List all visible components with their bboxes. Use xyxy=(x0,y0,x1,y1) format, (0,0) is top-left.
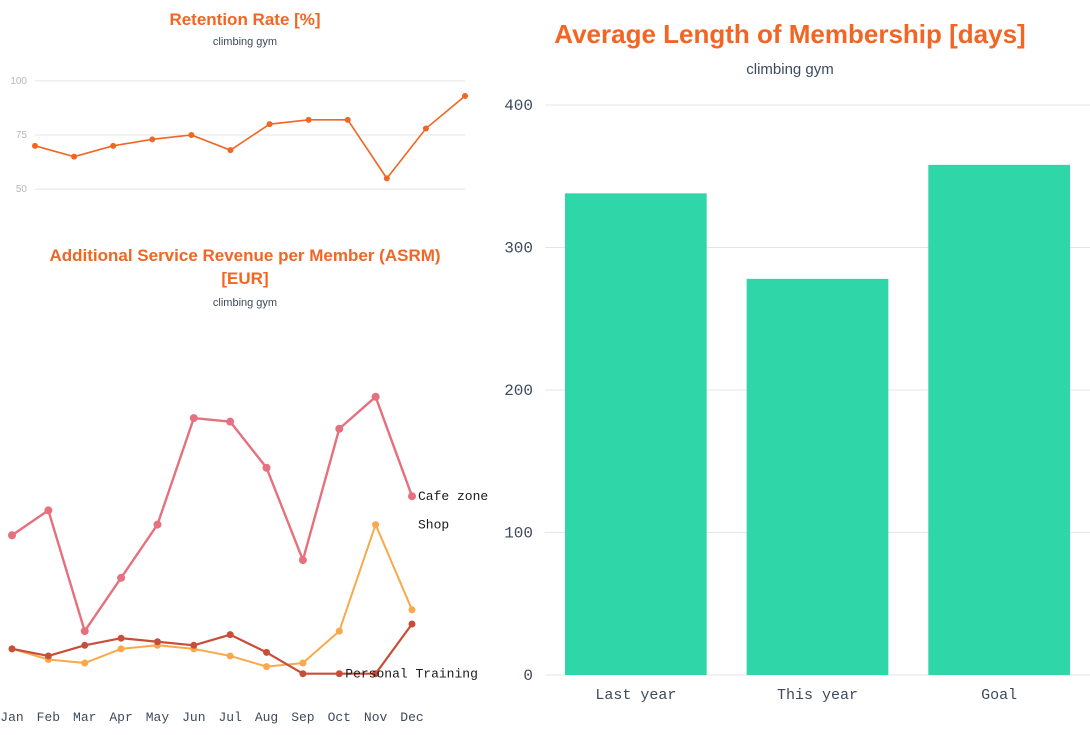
svg-text:Shop: Shop xyxy=(418,518,449,533)
retention-title: Retention Rate [%] xyxy=(0,10,490,30)
svg-text:0: 0 xyxy=(523,667,533,685)
membership-chart: Average Length of Membership [days] clim… xyxy=(490,0,1090,78)
left-column: Retention Rate [%] climbing gym 5075100 … xyxy=(0,0,490,727)
svg-text:Jul: Jul xyxy=(218,710,242,725)
right-column: Average Length of Membership [days] clim… xyxy=(490,0,1090,727)
svg-text:May: May xyxy=(146,710,170,725)
asrm-subtitle: climbing gym xyxy=(0,297,490,309)
svg-text:Sep: Sep xyxy=(291,710,314,725)
svg-text:This year: This year xyxy=(777,687,858,704)
svg-text:100: 100 xyxy=(504,525,533,543)
svg-text:Cafe zone: Cafe zone xyxy=(418,489,488,504)
svg-text:Goal: Goal xyxy=(981,687,1017,704)
retention-subtitle: climbing gym xyxy=(0,36,490,48)
svg-text:Nov: Nov xyxy=(364,710,388,725)
retention-chart: Retention Rate [%] climbing gym 5075100 xyxy=(0,0,490,48)
svg-text:Mar: Mar xyxy=(73,710,96,725)
dashboard-container: Retention Rate [%] climbing gym 5075100 … xyxy=(0,0,1090,727)
svg-text:Apr: Apr xyxy=(109,710,132,725)
svg-text:Personal Training: Personal Training xyxy=(345,667,478,682)
asrm-title: Additional Service Revenue per Member (A… xyxy=(0,245,490,291)
asrm-plot: Jan Feb Mar Apr May Jun Jul Aug Sep Oct Nov Dec Cafe… xyxy=(0,335,490,735)
svg-text:Oct: Oct xyxy=(328,710,351,725)
svg-text:Last year: Last year xyxy=(595,687,676,704)
membership-plot: 0 100 200 300 400 Last year This year Goal xyxy=(490,95,1090,705)
membership-subtitle: climbing gym xyxy=(490,61,1090,78)
svg-text:Aug: Aug xyxy=(255,710,278,725)
svg-text:Jun: Jun xyxy=(182,710,205,725)
svg-text:Feb: Feb xyxy=(37,710,60,725)
svg-text:200: 200 xyxy=(504,382,533,400)
svg-text:75: 75 xyxy=(16,130,28,141)
asrm-chart: Additional Service Revenue per Member (A… xyxy=(0,245,490,309)
svg-text:100: 100 xyxy=(10,76,27,87)
membership-title: Average Length of Membership [days] xyxy=(490,0,1090,51)
svg-text:Jan: Jan xyxy=(0,710,23,725)
svg-text:Dec: Dec xyxy=(400,710,423,725)
retention-plot: 50 75 100 xyxy=(0,55,490,225)
svg-text:300: 300 xyxy=(504,240,533,258)
svg-text:400: 400 xyxy=(504,97,533,115)
svg-text:50: 50 xyxy=(16,184,28,195)
